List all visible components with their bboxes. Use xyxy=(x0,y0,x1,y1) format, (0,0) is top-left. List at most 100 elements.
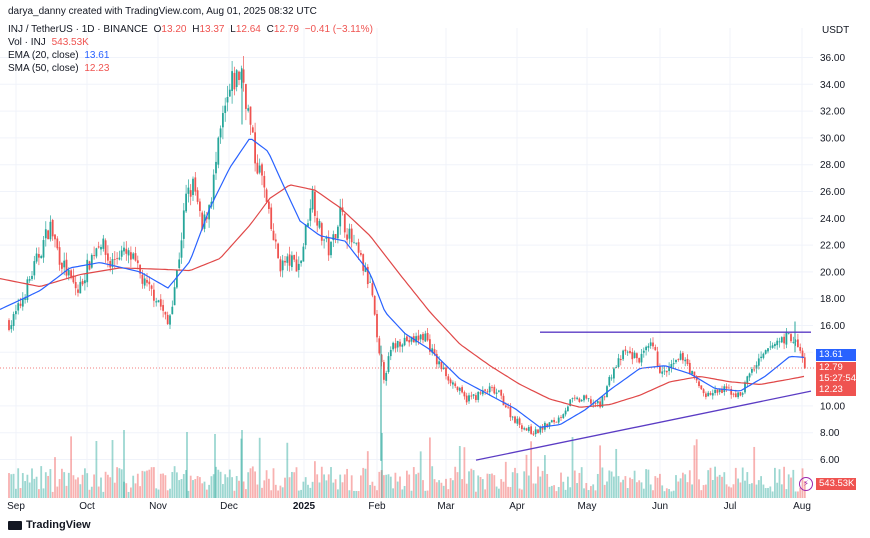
ema-legend[interactable]: EMA (20, close) 13.61 xyxy=(8,50,110,61)
volume-bar xyxy=(341,482,344,498)
candle-body xyxy=(401,344,404,347)
sma-line xyxy=(0,184,805,408)
candle-body xyxy=(332,234,335,241)
candle-body xyxy=(256,162,259,174)
volume-bar xyxy=(38,489,40,498)
volume-bar xyxy=(42,488,45,498)
currency-label: USDT xyxy=(822,25,850,36)
volume-bar xyxy=(755,484,758,498)
volume-bar xyxy=(431,466,434,498)
volume-bar xyxy=(238,480,240,498)
volume-bar xyxy=(54,457,56,498)
candle-body xyxy=(134,253,137,261)
candle-body xyxy=(730,388,733,395)
volume-bar xyxy=(702,485,705,498)
candle-body xyxy=(569,399,572,406)
volume-bar xyxy=(316,474,319,498)
high-value: 13.37 xyxy=(199,24,225,35)
volume-bar xyxy=(180,479,183,498)
volume-bar xyxy=(569,487,572,498)
volume-bar xyxy=(371,481,374,498)
symbol-legend[interactable]: INJ / TetherUS · 1D · BINANCE O13.20 H13… xyxy=(8,24,373,35)
volume-bar xyxy=(189,475,192,498)
volume-bar xyxy=(226,477,229,498)
volume-bar xyxy=(495,486,498,498)
volume-bar xyxy=(49,469,52,498)
candle-body xyxy=(702,389,705,394)
volume-bar xyxy=(601,467,604,498)
candle-body xyxy=(182,210,185,239)
volume-bar xyxy=(705,484,707,498)
candle-body xyxy=(516,418,519,424)
volume-bar xyxy=(387,474,390,498)
volume-bar xyxy=(785,489,788,498)
candle-body xyxy=(263,175,266,188)
candle-body xyxy=(792,341,795,343)
volume-bar xyxy=(631,479,634,498)
candle-body xyxy=(638,357,641,363)
volume-bar xyxy=(284,477,286,498)
candle-body xyxy=(573,397,576,399)
candle-body xyxy=(440,361,443,370)
tradingview-logo[interactable]: TradingView xyxy=(8,519,91,531)
volume-legend[interactable]: Vol · INJ 543.53K xyxy=(8,37,89,48)
candle-body xyxy=(721,389,723,393)
volume-bar xyxy=(125,483,128,498)
candle-body xyxy=(498,390,500,392)
volume-bar xyxy=(514,467,516,498)
volume-bar xyxy=(608,470,611,498)
candle-body xyxy=(93,255,95,257)
candle-body xyxy=(406,336,408,342)
candle-body xyxy=(711,393,714,396)
volume-bar xyxy=(624,476,627,498)
candle-body xyxy=(677,359,680,360)
volume-bar xyxy=(479,476,482,498)
volume-bar xyxy=(256,484,259,498)
volume-bar xyxy=(675,475,677,498)
volume-bar xyxy=(661,485,664,498)
volume-value: 543.53K xyxy=(51,37,89,48)
volume-bar xyxy=(617,476,620,498)
x-tick-label: Sep xyxy=(7,501,25,512)
candle-body xyxy=(350,228,353,243)
candle-body xyxy=(760,356,762,359)
candle-body xyxy=(562,414,565,419)
candle-body xyxy=(10,325,13,330)
volume-bar xyxy=(527,475,530,498)
candle-body xyxy=(360,252,362,255)
volume-bar xyxy=(63,472,66,498)
volume-bar xyxy=(484,489,486,498)
volume-bar xyxy=(771,491,774,498)
volume-bar xyxy=(511,472,514,498)
y-tick-label: 24.00 xyxy=(820,214,845,225)
volume-bar xyxy=(776,482,779,498)
candle-body xyxy=(143,278,146,286)
candle-body xyxy=(8,320,10,330)
volume-bar xyxy=(610,471,613,498)
candle-body xyxy=(376,313,378,338)
candle-body xyxy=(72,275,75,283)
volume-bar xyxy=(185,470,187,498)
candle-body xyxy=(458,387,461,391)
candle-body xyxy=(744,382,746,393)
volume-bar xyxy=(659,473,661,498)
attribution-text: darya_danny created with TradingView.com… xyxy=(8,6,317,17)
volume-bar xyxy=(330,467,332,498)
volume-bar xyxy=(240,438,243,498)
candle-body xyxy=(21,298,24,307)
candle-body xyxy=(231,71,233,91)
volume-badge-icon[interactable]: ⚡ xyxy=(799,477,813,491)
candle-body xyxy=(518,418,521,425)
candle-body xyxy=(228,89,231,97)
volume-bar xyxy=(88,489,91,498)
volume-bar xyxy=(714,466,716,498)
candle-body xyxy=(691,370,693,375)
sma-legend[interactable]: SMA (50, close) 12.23 xyxy=(8,63,110,74)
volume-bar xyxy=(249,468,252,498)
candle-body xyxy=(54,234,56,240)
candle-body xyxy=(555,421,558,423)
candle-body xyxy=(185,193,187,212)
volume-bar xyxy=(141,470,144,498)
volume-bar xyxy=(470,468,473,498)
